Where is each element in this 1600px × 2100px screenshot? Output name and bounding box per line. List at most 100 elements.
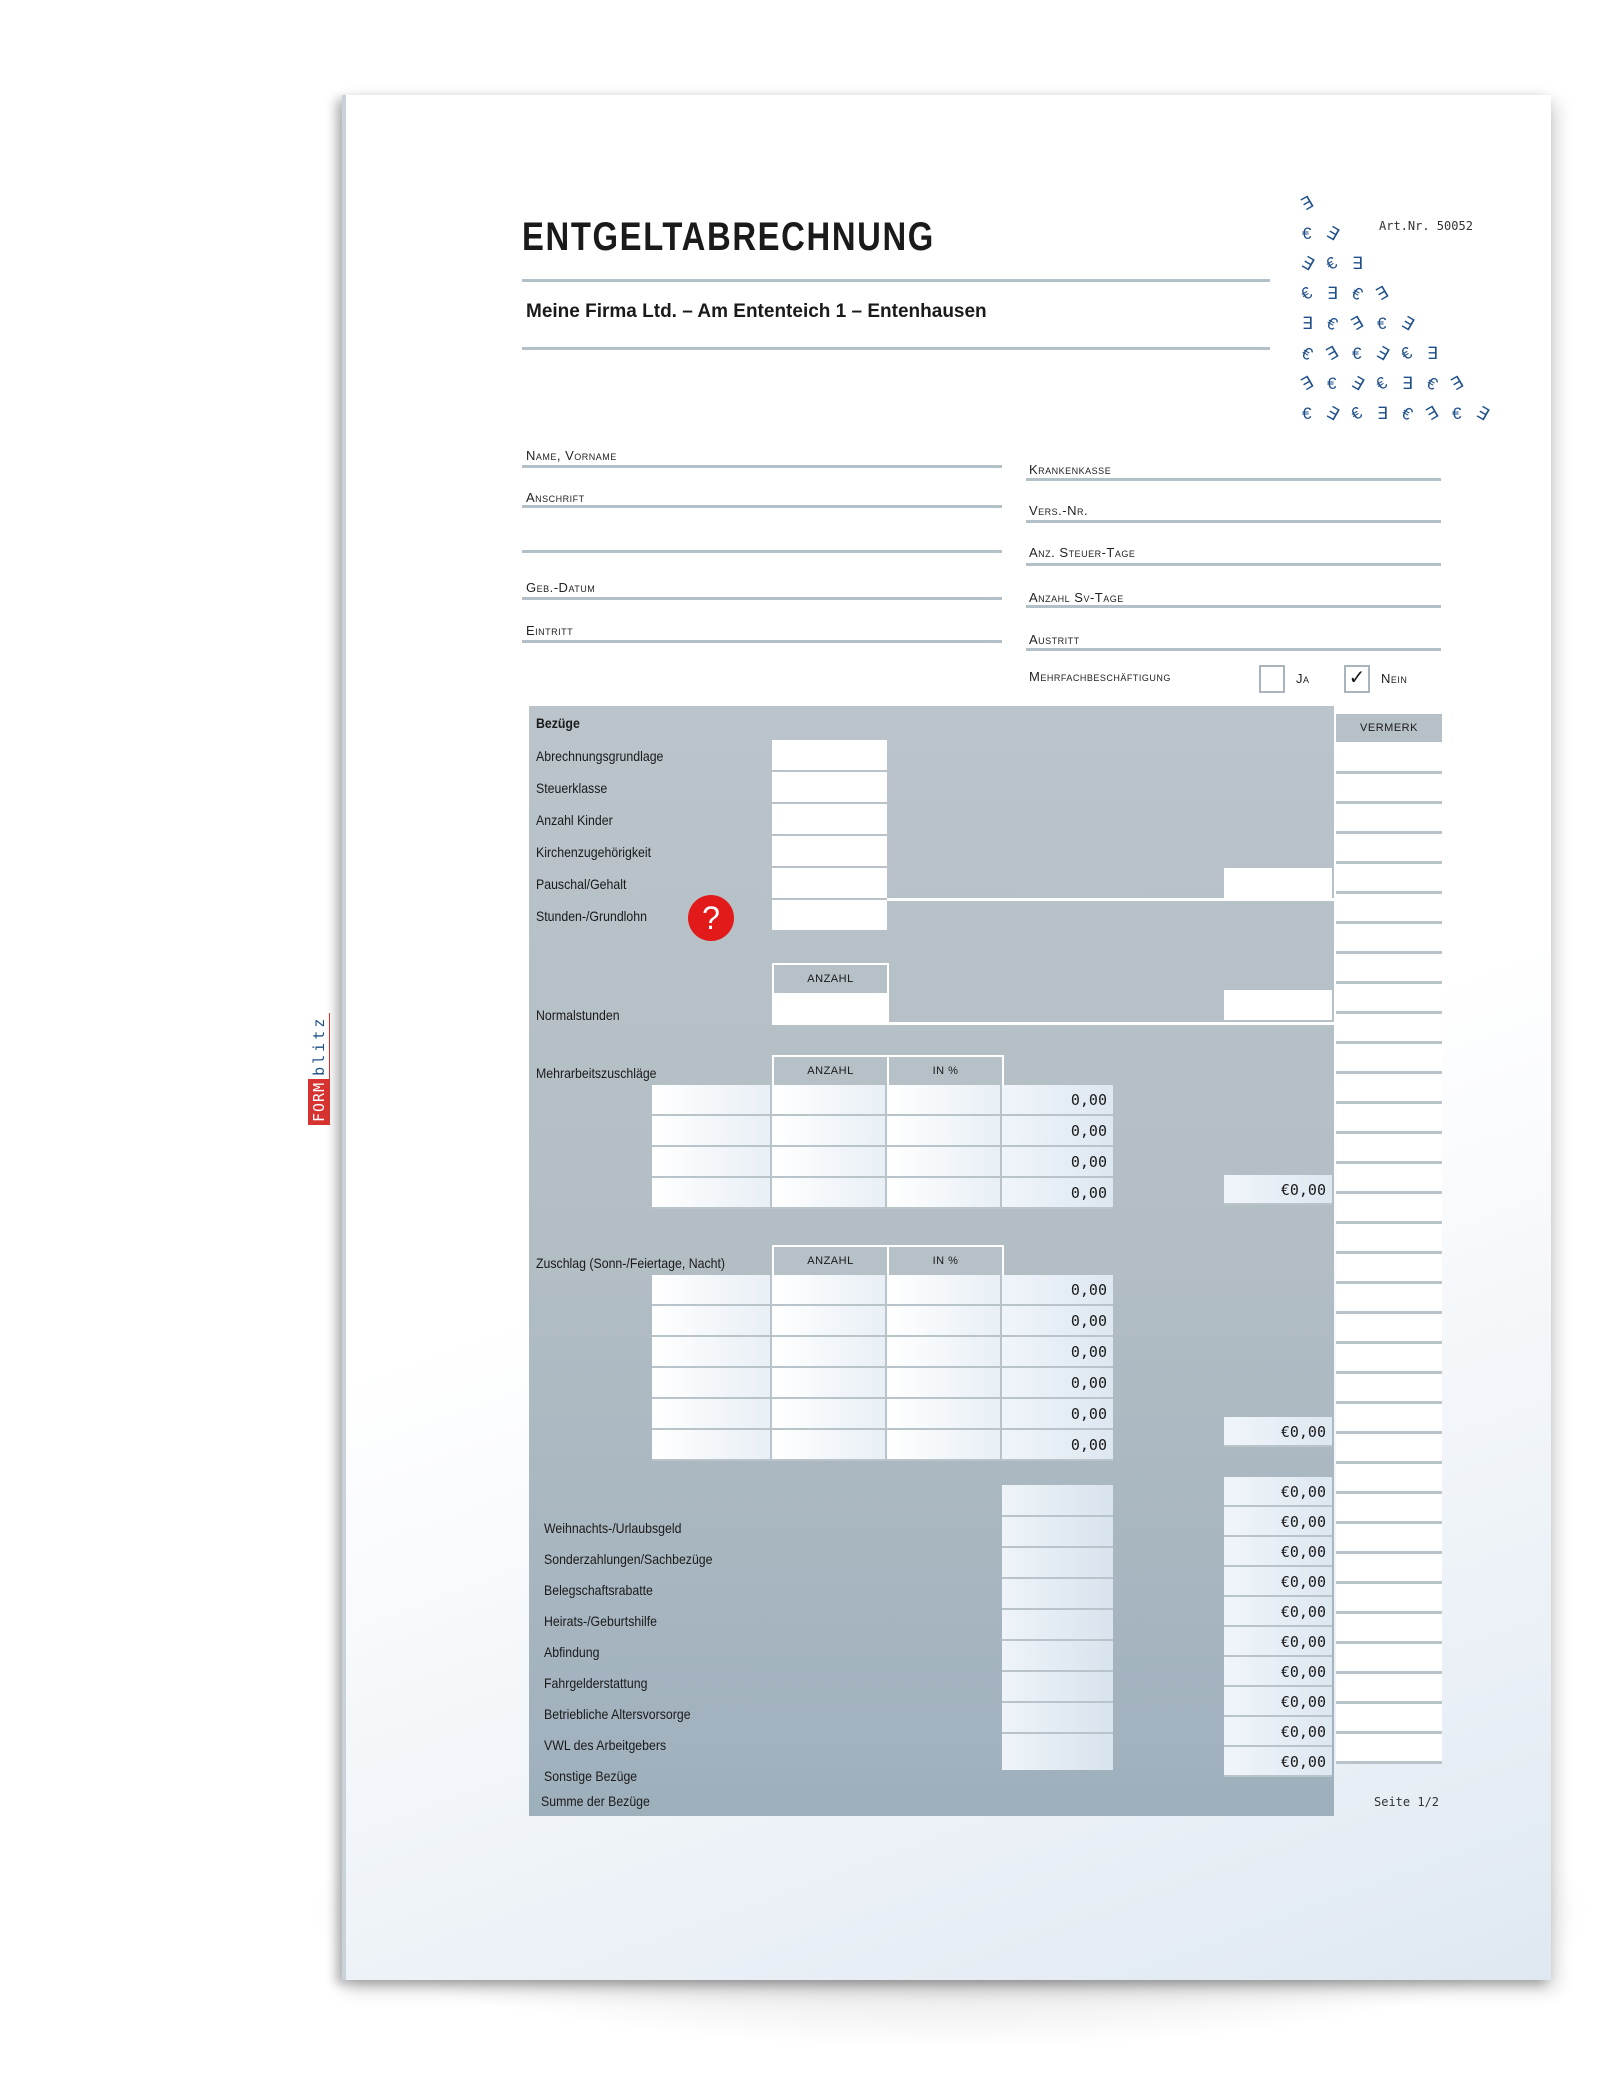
field-line-right[interactable] (1026, 648, 1441, 651)
zuschlag-row-value: 0,00 (1002, 1306, 1113, 1337)
vermerk-row[interactable] (1336, 1524, 1442, 1554)
field-line-right[interactable] (1026, 605, 1441, 608)
mehrarbeit-row-anzahl[interactable] (772, 1116, 887, 1147)
vermerk-row[interactable] (1336, 1344, 1442, 1374)
vermerk-row[interactable] (1336, 924, 1442, 954)
vermerk-row[interactable] (1336, 984, 1442, 1014)
zuschlag-row-percent[interactable] (887, 1399, 1002, 1430)
vermerk-row[interactable] (1336, 1254, 1442, 1284)
vermerk-row[interactable] (1336, 744, 1442, 774)
zuschlag-row-name[interactable] (652, 1337, 772, 1368)
vermerk-row[interactable] (1336, 1284, 1442, 1314)
vermerk-row[interactable] (1336, 1014, 1442, 1044)
mehrarbeit-row-percent[interactable] (887, 1147, 1002, 1178)
pauschal-total-box[interactable] (1224, 868, 1332, 898)
basic-row-input[interactable] (772, 772, 887, 802)
zuschlag-row-percent[interactable] (887, 1368, 1002, 1399)
extra-input-line (1002, 1546, 1113, 1548)
field-line-left[interactable] (522, 640, 1002, 643)
zuschlag-row-percent[interactable] (887, 1430, 1002, 1461)
euro-glyph: ∃ (1323, 222, 1343, 245)
vermerk-row[interactable] (1336, 1584, 1442, 1614)
extra-row-value: €0,00 (1224, 1747, 1332, 1777)
mehrarbeit-row-anzahl[interactable] (772, 1147, 887, 1178)
euro-glyph: € (1302, 224, 1312, 243)
zuschlag-row-anzahl[interactable] (772, 1275, 887, 1306)
field-line-left[interactable] (522, 597, 1002, 600)
vermerk-row[interactable] (1336, 954, 1442, 984)
vermerk-row[interactable] (1336, 1434, 1442, 1464)
zuschlag-row-anzahl[interactable] (772, 1399, 887, 1430)
company-line: Meine Firma Ltd. – Am Ententeich 1 – Ent… (526, 301, 987, 322)
vermerk-row[interactable] (1336, 894, 1442, 924)
normalstunden-total-box[interactable] (1224, 990, 1332, 1020)
zuschlag-row-anzahl[interactable] (772, 1306, 887, 1337)
mehrarbeit-row-percent[interactable] (887, 1085, 1002, 1116)
zuschlag-row-anzahl[interactable] (772, 1430, 887, 1461)
vermerk-row[interactable] (1336, 1494, 1442, 1524)
vermerk-row[interactable] (1336, 1194, 1442, 1224)
zuschlag-row-anzahl[interactable] (772, 1368, 887, 1399)
basic-row-input[interactable] (772, 868, 887, 898)
vermerk-row[interactable] (1336, 1374, 1442, 1404)
extra-input-column[interactable] (1002, 1485, 1113, 1770)
vermerk-row[interactable] (1336, 774, 1442, 804)
vermerk-row[interactable] (1336, 1104, 1442, 1134)
vermerk-row[interactable] (1336, 1404, 1442, 1434)
mehrarbeit-row-percent[interactable] (887, 1178, 1002, 1209)
zuschlag-row-percent[interactable] (887, 1275, 1002, 1306)
vermerk-row[interactable] (1336, 1074, 1442, 1104)
vermerk-row[interactable] (1336, 864, 1442, 894)
field-line-left[interactable] (522, 465, 1002, 468)
zuschlag-row-percent[interactable] (887, 1337, 1002, 1368)
field-line-right[interactable] (1026, 478, 1441, 481)
vermerk-row[interactable] (1336, 834, 1442, 864)
euro-glyph: € (1398, 402, 1416, 425)
field-line-right[interactable] (1026, 520, 1441, 523)
field-line-left[interactable] (522, 550, 1002, 553)
euro-glyph: € (1302, 404, 1312, 423)
zuschlag-row-name[interactable] (652, 1430, 772, 1461)
vermerk-row[interactable] (1336, 1044, 1442, 1074)
vermerk-row[interactable] (1336, 1644, 1442, 1674)
vermerk-row[interactable] (1336, 1464, 1442, 1494)
zuschlag-row-percent[interactable] (887, 1306, 1002, 1337)
mehrarbeit-row-name[interactable] (652, 1147, 772, 1178)
mehrarbeit-row-anzahl[interactable] (772, 1085, 887, 1116)
vermerk-header: VERMERK (1336, 714, 1442, 742)
vermerk-row[interactable] (1336, 1674, 1442, 1704)
field-line-right[interactable] (1026, 563, 1441, 566)
zuschlag-row-name[interactable] (652, 1399, 772, 1430)
vermerk-row[interactable] (1336, 1314, 1442, 1344)
euro-glyph: € (1423, 372, 1441, 395)
checkbox-ja[interactable] (1259, 665, 1285, 693)
normalstunden-input[interactable] (772, 993, 889, 1025)
field-line-left[interactable] (522, 505, 1002, 508)
zuschlag-row-name[interactable] (652, 1368, 772, 1399)
mehrarbeit-row-percent[interactable] (887, 1116, 1002, 1147)
vermerk-row[interactable] (1336, 1554, 1442, 1584)
vermerk-row[interactable] (1336, 1224, 1442, 1254)
vermerk-row[interactable] (1336, 1164, 1442, 1194)
basic-row-input[interactable] (772, 740, 887, 770)
basic-row-input[interactable] (772, 836, 887, 866)
basic-row-input[interactable] (772, 900, 887, 930)
mehrarbeit-label: Mehrarbeitszuschläge (536, 1065, 657, 1081)
vermerk-row[interactable] (1336, 1614, 1442, 1644)
extra-row-value: €0,00 (1224, 1507, 1332, 1537)
zuschlag-row-name[interactable] (652, 1275, 772, 1306)
mehrarbeit-row-name[interactable] (652, 1085, 772, 1116)
vermerk-row[interactable] (1336, 1734, 1442, 1764)
euro-glyph: € (1327, 374, 1337, 393)
help-icon[interactable]: ? (688, 895, 734, 941)
checkbox-nein[interactable]: ✓ (1344, 665, 1370, 693)
basic-row-input[interactable] (772, 804, 887, 834)
mehrarbeit-row-name[interactable] (652, 1116, 772, 1147)
zuschlag-row-anzahl[interactable] (772, 1337, 887, 1368)
mehrarbeit-row-name[interactable] (652, 1178, 772, 1209)
mehrarbeit-row-anzahl[interactable] (772, 1178, 887, 1209)
vermerk-row[interactable] (1336, 804, 1442, 834)
vermerk-row[interactable] (1336, 1134, 1442, 1164)
vermerk-row[interactable] (1336, 1704, 1442, 1734)
zuschlag-row-name[interactable] (652, 1306, 772, 1337)
